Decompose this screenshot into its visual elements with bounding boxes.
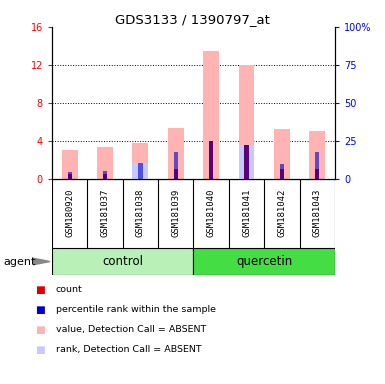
Text: GSM180920: GSM180920: [65, 189, 74, 237]
FancyBboxPatch shape: [193, 248, 335, 275]
Text: GDS3133 / 1390797_at: GDS3133 / 1390797_at: [115, 13, 270, 26]
Text: agent: agent: [4, 257, 36, 267]
Bar: [132, 164, 148, 179]
Bar: [209, 141, 213, 179]
Bar: [280, 169, 284, 179]
Text: control: control: [102, 255, 143, 268]
Bar: [62, 150, 78, 179]
Text: GSM181039: GSM181039: [171, 189, 180, 237]
Bar: [244, 146, 249, 179]
Bar: [244, 146, 249, 179]
Text: GSM181041: GSM181041: [242, 189, 251, 237]
Bar: [132, 142, 148, 179]
Bar: [203, 51, 219, 179]
Bar: [274, 129, 290, 179]
Text: rank, Detection Call = ABSENT: rank, Detection Call = ABSENT: [56, 345, 201, 354]
Bar: [138, 164, 142, 179]
Text: GSM181042: GSM181042: [277, 189, 286, 237]
FancyBboxPatch shape: [52, 248, 193, 275]
Bar: [97, 147, 113, 179]
Bar: [309, 131, 325, 179]
Text: ■: ■: [35, 285, 44, 295]
Bar: [103, 174, 107, 179]
Bar: [315, 152, 320, 179]
Bar: [209, 141, 213, 179]
Bar: [67, 172, 72, 179]
Text: GSM181038: GSM181038: [136, 189, 145, 237]
Text: GSM181037: GSM181037: [100, 189, 110, 237]
Bar: [239, 146, 254, 179]
Bar: [280, 164, 284, 179]
Text: count: count: [56, 285, 82, 295]
Text: quercetin: quercetin: [236, 255, 292, 268]
Bar: [239, 65, 254, 179]
Bar: [103, 171, 107, 179]
Text: value, Detection Call = ABSENT: value, Detection Call = ABSENT: [56, 325, 206, 334]
Text: ■: ■: [35, 345, 44, 355]
Text: percentile rank within the sample: percentile rank within the sample: [56, 305, 216, 314]
Text: GSM181040: GSM181040: [207, 189, 216, 237]
Bar: [174, 169, 178, 179]
Text: ■: ■: [35, 305, 44, 315]
Bar: [67, 174, 72, 179]
Text: GSM181043: GSM181043: [313, 189, 322, 237]
Text: ■: ■: [35, 325, 44, 335]
Polygon shape: [33, 258, 50, 265]
Bar: [315, 169, 320, 179]
Bar: [174, 152, 178, 179]
Bar: [168, 128, 184, 179]
